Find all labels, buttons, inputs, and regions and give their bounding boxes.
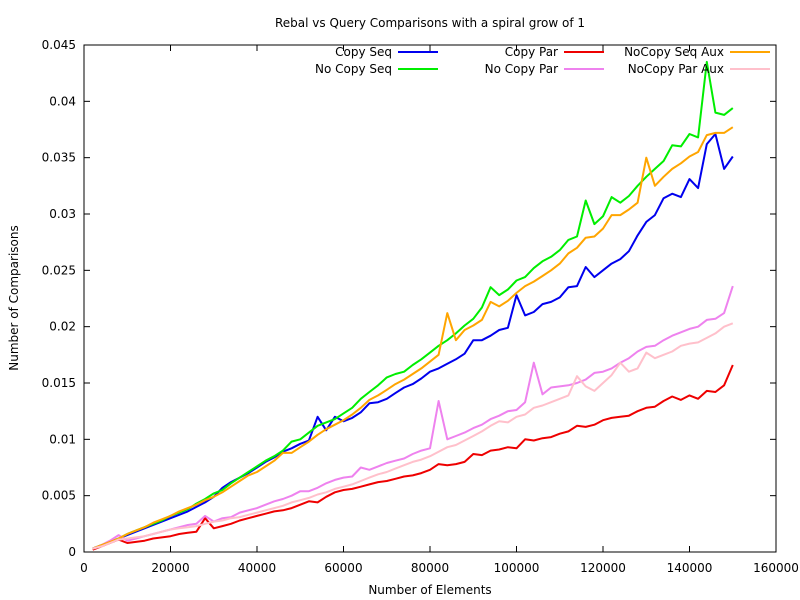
y-tick-label: 0.025 (42, 263, 76, 277)
x-tick-label: 160000 (753, 561, 799, 575)
y-tick-label: 0.02 (49, 320, 76, 334)
legend-label-copy-par: Copy Par (505, 45, 558, 59)
x-tick-label: 40000 (238, 561, 276, 575)
x-axis-label: Number of Elements (368, 583, 491, 597)
y-tick-label: 0 (68, 545, 76, 559)
y-tick-label: 0.015 (42, 376, 76, 390)
y-tick-label: 0.03 (49, 207, 76, 221)
legend-label-no-copy-par: No Copy Par (485, 62, 558, 76)
x-tick-label: 20000 (151, 561, 189, 575)
plot-lines (92, 60, 734, 551)
x-tick-label: 140000 (667, 561, 713, 575)
x-tick-label: 0 (80, 561, 88, 575)
y-tick-label: 0.01 (49, 432, 76, 446)
y-axis-label: Number of Comparisons (7, 225, 21, 371)
series-line-no-copy-seq (92, 60, 734, 550)
legend: Copy Seq No Copy Seq Copy Par No Copy Par No… (315, 45, 770, 76)
legend-label-no-copy-seq: No Copy Seq (315, 62, 392, 76)
chart-title: Rebal vs Query Comparisons with a spiral… (275, 16, 585, 30)
x-tick-label: 60000 (324, 561, 362, 575)
series-line-copy-seq (92, 133, 734, 550)
x-tick-label: 100000 (494, 561, 540, 575)
series-line-nocopy-par-aux (92, 322, 734, 550)
y-tick-label: 0.045 (42, 38, 76, 52)
x-tick-label: 80000 (411, 561, 449, 575)
legend-label-copy-seq: Copy Seq (335, 45, 392, 59)
series-line-no-copy-par (92, 285, 734, 550)
y-tick-label: 0.035 (42, 151, 76, 165)
plot-frame (83, 44, 777, 553)
legend-label-nocopy-seq-aux: NoCopy Seq Aux (624, 45, 724, 59)
y-tick-label: 0.04 (49, 94, 76, 108)
x-tick-label: 120000 (580, 561, 626, 575)
series-line-copy-par (92, 364, 734, 551)
series-line-nocopy-seq-aux (92, 126, 734, 550)
legend-label-nocopy-par-aux: NoCopy Par Aux (628, 62, 724, 76)
y-tick-label: 0.005 (42, 489, 76, 503)
axes: 0 20000 40000 60000 80000 100000 120000 140000 1… (42, 38, 799, 575)
